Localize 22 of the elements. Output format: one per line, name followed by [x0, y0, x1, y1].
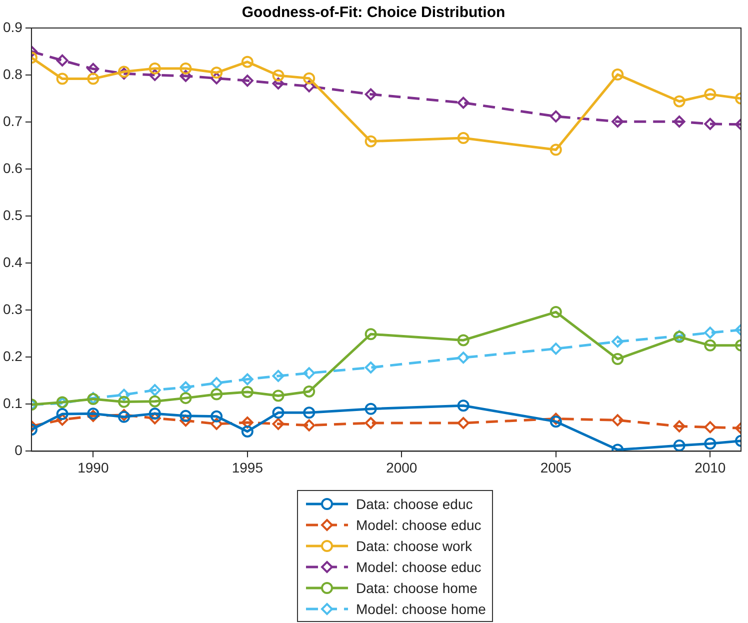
x-tick-label: 2005 [540, 459, 572, 476]
y-tick-label: 0.3 [2, 300, 23, 317]
legend-label: Data: choose work [356, 538, 472, 554]
x-tick-label: 1990 [78, 459, 109, 476]
x-tick-label: 2010 [694, 459, 726, 476]
y-tick-label: 0.7 [2, 112, 23, 129]
legend-label: Data: choose educ [356, 496, 473, 512]
y-tick-label: 0.8 [2, 66, 23, 82]
y-tick-label: 0.9 [2, 18, 23, 35]
x-tick-label: 2000 [386, 459, 418, 476]
y-tick-label: 0.6 [2, 160, 23, 176]
y-tick-label: 0.4 [2, 254, 23, 270]
x-tick-label: 1995 [232, 459, 264, 476]
chart-title: Goodness-of-Fit: Choice Distribution [242, 4, 506, 22]
y-tick-label: 0.2 [2, 348, 23, 364]
y-tick-label: 0 [14, 442, 23, 458]
legend-label: Model: choose educ [356, 516, 482, 532]
legend-label: Model: choose educ [356, 558, 482, 574]
legend-label: Model: choose home [356, 600, 486, 616]
y-tick-label: 0.1 [2, 395, 23, 412]
y-tick-label: 0.5 [2, 206, 23, 223]
legend-label: Data: choose home [356, 580, 478, 596]
